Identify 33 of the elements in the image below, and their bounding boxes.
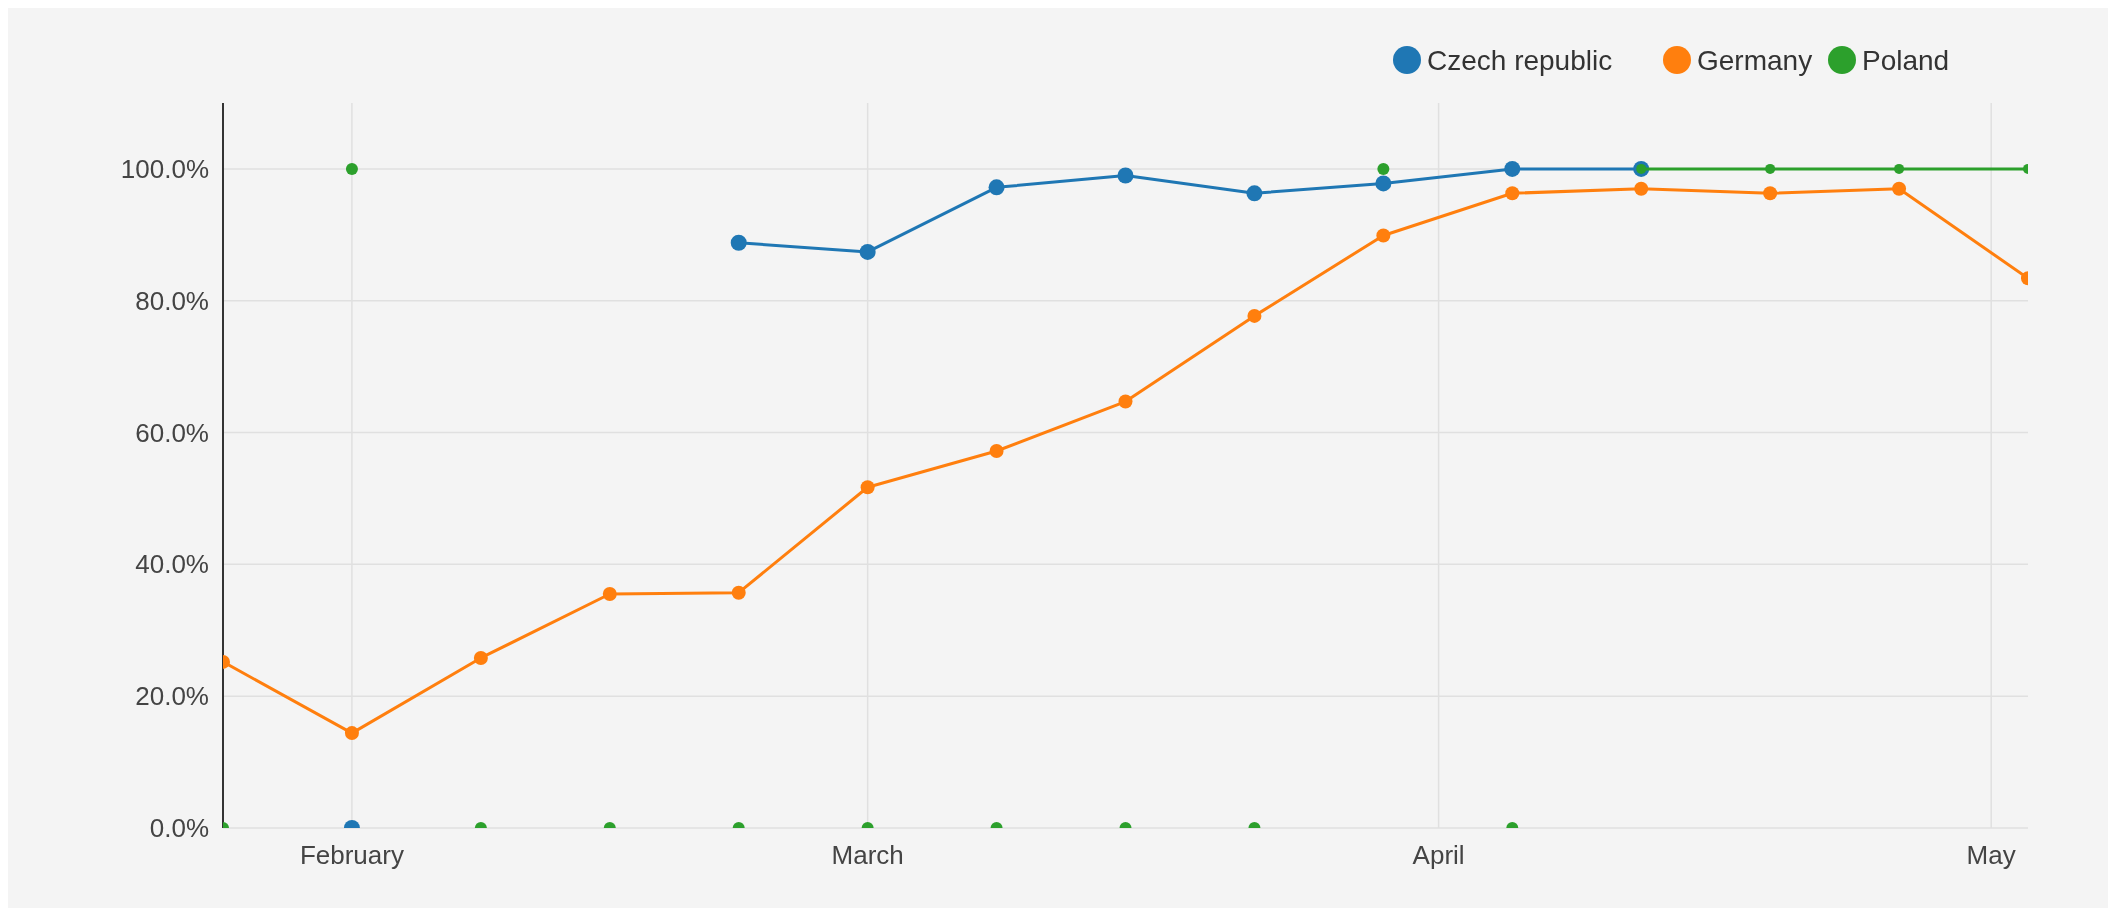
legend-label: Germany bbox=[1697, 45, 1813, 76]
x-tick-label: February bbox=[299, 840, 404, 870]
point bbox=[345, 162, 358, 175]
point bbox=[1504, 160, 1521, 177]
point bbox=[1246, 185, 1263, 202]
point bbox=[1247, 308, 1262, 323]
point bbox=[473, 650, 488, 665]
legend-label: Czech republic bbox=[1427, 45, 1613, 76]
point bbox=[731, 585, 746, 600]
y-tick-label: 100.0% bbox=[120, 153, 209, 184]
y-tick-label: 0.0% bbox=[149, 813, 209, 843]
point bbox=[1376, 228, 1391, 243]
point bbox=[1117, 167, 1134, 184]
x-tick-label: April bbox=[1412, 840, 1465, 870]
point bbox=[1375, 175, 1392, 192]
point bbox=[730, 234, 747, 251]
point bbox=[1634, 181, 1649, 196]
y-tick-label: 60.0% bbox=[135, 417, 209, 448]
y-tick-label: 20.0% bbox=[135, 681, 209, 712]
x-tick-label: May bbox=[1966, 840, 2016, 870]
point bbox=[860, 480, 875, 495]
point bbox=[988, 179, 1005, 196]
point bbox=[1505, 186, 1520, 201]
x-tick-label: March bbox=[831, 840, 904, 870]
point bbox=[859, 243, 876, 260]
point bbox=[1892, 181, 1907, 196]
legend-label: Poland bbox=[1862, 45, 1950, 76]
y-tick-label: 80.0% bbox=[135, 285, 209, 316]
point bbox=[1377, 162, 1390, 175]
point bbox=[1118, 394, 1133, 409]
point bbox=[989, 444, 1004, 458]
point bbox=[1763, 186, 1778, 201]
y-tick-label: 40.0% bbox=[135, 549, 209, 580]
